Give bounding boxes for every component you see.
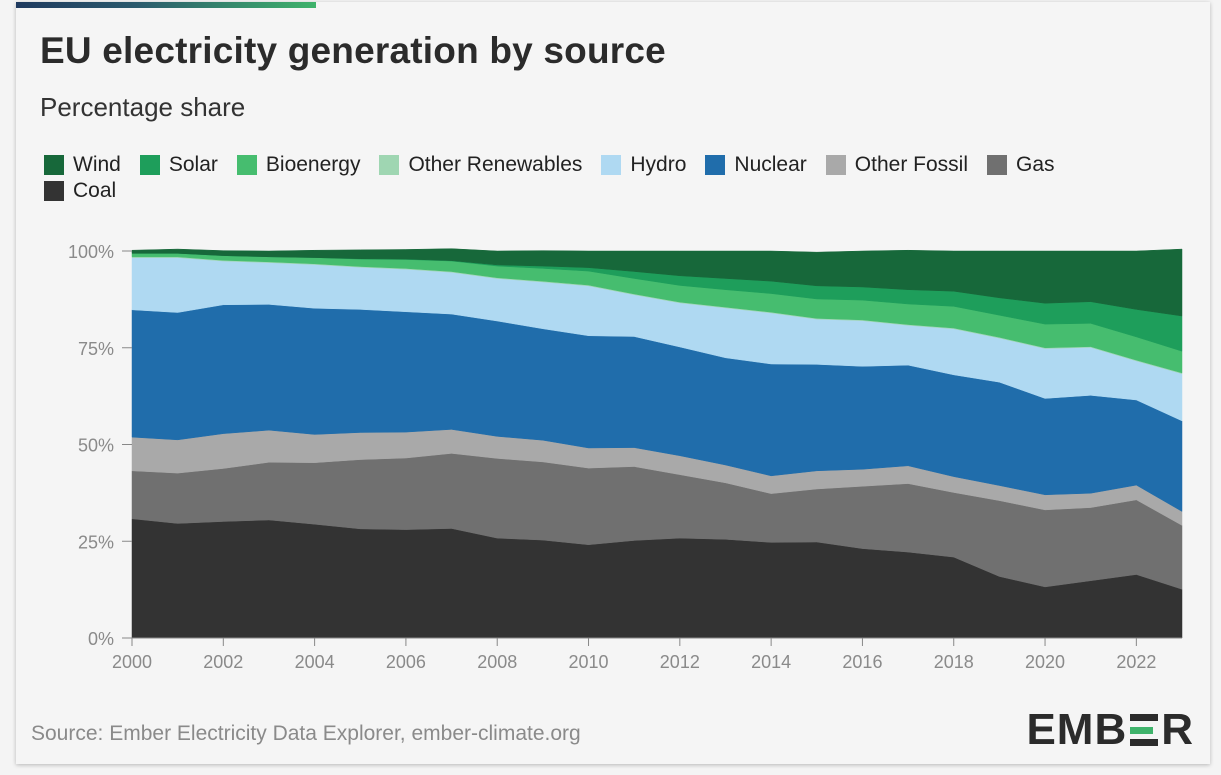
x-tick-label: 2012 [660,652,700,672]
legend-label-bioenergy: Bioenergy [265,152,361,176]
legend-swatch-other-renewables [379,154,400,175]
accent-bar [16,2,316,8]
legend: Wind Solar Bioenergy Other Renewables Hydro N… [44,152,1144,202]
legend-item-bioenergy: Bioenergy [236,152,361,176]
legend-item-other-renewables: Other Renewables [379,152,583,176]
legend-label-hydro: Hydro [630,152,687,176]
legend-item-coal: Coal [44,178,117,202]
legend-label-solar: Solar [168,152,218,176]
x-tick-label: 2002 [203,652,243,672]
legend-swatch-hydro [601,154,622,175]
x-tick-label: 2000 [112,652,152,672]
legend-swatch-solar [139,154,160,175]
legend-label-other-fossil: Other Fossil [854,152,968,176]
chart-subtitle: Percentage share [40,92,246,122]
x-tick-label: 2006 [386,652,426,672]
legend-swatch-gas [987,154,1007,175]
y-tick-label: 75% [78,339,114,359]
legend-label-gas: Gas [1016,152,1055,176]
x-tick-label: 2022 [1116,652,1156,672]
x-tick-label: 2016 [842,652,882,672]
x-tick-label: 2018 [934,652,974,672]
chart-title: EU electricity generation by source [40,30,666,71]
legend-swatch-nuclear [705,154,726,175]
x-tick-label: 2014 [751,652,791,672]
source-note: Source: Ember Electricity Data Explorer,… [31,722,581,745]
legend-swatch-coal [44,180,64,201]
legend-swatch-other-fossil [825,154,846,175]
x-tick-label: 2008 [477,652,517,672]
legend-label-other-renewables: Other Renewables [408,152,583,176]
logo-text-right: R [1161,705,1194,754]
legend-item-nuclear: Nuclear [705,152,807,176]
ember-logo: EMB R [1026,705,1194,755]
area-wind [131,248,1183,317]
x-tick-label: 2004 [295,652,335,672]
y-tick-label: 0% [88,629,114,649]
legend-label-wind: Wind [73,152,121,176]
y-tick-label: 100% [68,242,114,262]
x-tick-label: 2020 [1025,652,1065,672]
logo-text-left: EMB [1026,705,1128,754]
legend-item-hydro: Hydro [601,152,687,176]
legend-item-other-fossil: Other Fossil [825,152,968,176]
y-tick-label: 25% [78,532,114,552]
legend-label-nuclear: Nuclear [734,152,807,176]
logo-e-mark [1130,714,1159,746]
y-tick-label: 50% [78,436,114,456]
legend-item-solar: Solar [139,152,218,176]
legend-item-wind: Wind [44,152,121,176]
legend-swatch-bioenergy [236,154,257,175]
x-tick-label: 2010 [568,652,608,672]
legend-label-coal: Coal [73,178,117,202]
legend-swatch-wind [44,154,64,175]
legend-item-gas: Gas [987,152,1055,176]
